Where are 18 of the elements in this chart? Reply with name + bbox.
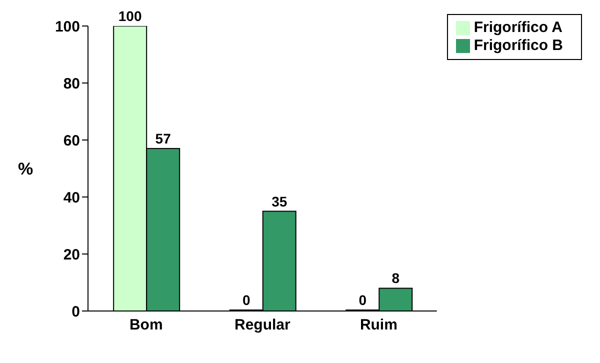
y-tick-label: 100 (54, 18, 80, 36)
y-tick-label: 40 (63, 189, 80, 206)
x-tick-label: Ruim (360, 316, 398, 334)
y-tick-label: 60 (63, 132, 80, 150)
legend-label: Frigorífico B (474, 37, 563, 54)
data-label: 0 (358, 292, 367, 308)
y-axis-title: % (18, 160, 34, 179)
y-tick-label: 0 (72, 303, 80, 320)
x-tick-label: Bom (129, 316, 163, 334)
data-label: 57 (155, 130, 172, 147)
data-label: 35 (272, 193, 288, 210)
y-tick-label: 80 (63, 75, 80, 92)
legend-label: Frigorífico A (474, 19, 562, 36)
y-tick-label: 20 (63, 246, 80, 264)
data-label: 0 (242, 292, 250, 308)
x-tick-label: Regular (234, 316, 290, 334)
data-label: 100 (118, 8, 142, 24)
data-label: 8 (392, 270, 400, 286)
